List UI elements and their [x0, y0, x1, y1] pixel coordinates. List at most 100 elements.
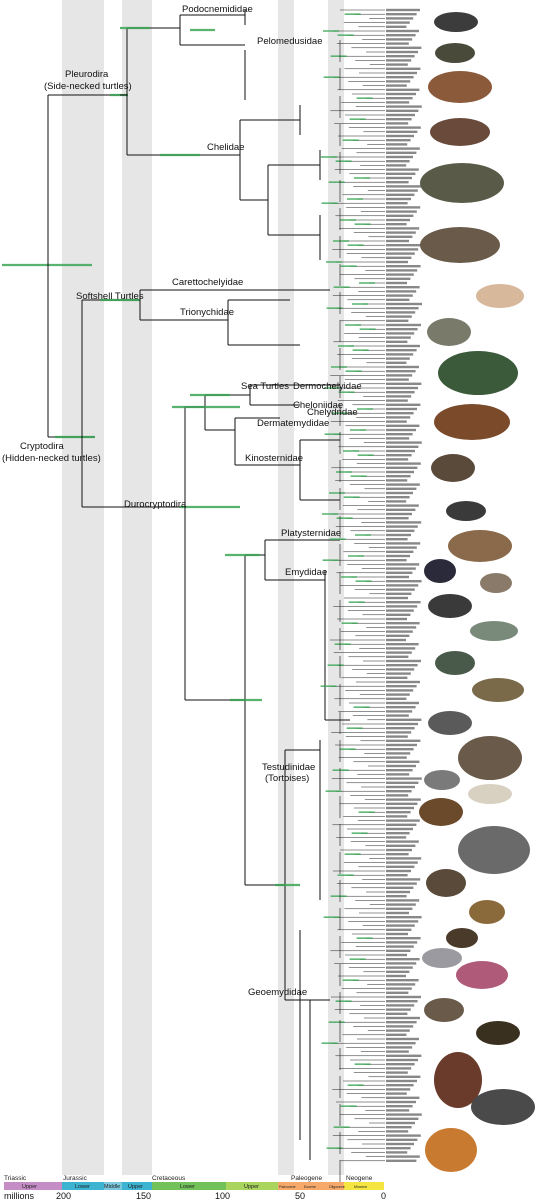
tip-label: [386, 1004, 415, 1007]
band-triassic-upper: [4, 1182, 62, 1190]
epoch-label-triassic-upper: Upper: [22, 1184, 37, 1190]
tip-label: [386, 1092, 407, 1095]
tip-label: [386, 332, 415, 335]
tip-label: [386, 521, 422, 524]
shading-column: [122, 0, 152, 1175]
tip-label: [386, 25, 407, 28]
clade-label-pleurodira: Pleurodira: [65, 69, 109, 80]
photo-chelid-c: [420, 227, 500, 263]
tip-label: [386, 239, 409, 243]
tip-label: [386, 218, 410, 222]
tip-label: [386, 1142, 414, 1146]
tip-label: [386, 668, 415, 671]
tip-label: [386, 214, 414, 217]
photo-matamata: [428, 71, 492, 103]
tip-label: [386, 559, 407, 562]
tip-label: [386, 193, 415, 196]
tip-label: [386, 50, 418, 54]
tip-label: [386, 626, 417, 629]
tip-label: [386, 378, 409, 381]
photo-slider: [472, 678, 524, 702]
tip-label: [386, 29, 419, 33]
tip-label: [386, 1109, 410, 1112]
tip-label: [386, 88, 420, 91]
tip-label: [386, 34, 416, 37]
photo-snapping: [434, 404, 510, 440]
clade-label-podocnemididae: Podocnemididae: [182, 4, 253, 15]
tip-label: [386, 428, 416, 432]
tip-label: [386, 475, 411, 478]
epoch-label-jurassic-middle: Middle: [104, 1184, 120, 1190]
tip-label: [386, 991, 409, 994]
tip-label: [386, 420, 407, 423]
photo-pink: [424, 998, 464, 1022]
tip-label: [386, 529, 415, 532]
tip-label: [386, 647, 416, 650]
tip-label: [386, 361, 407, 364]
epoch-label-oligocene: Oligocene: [329, 1185, 345, 1189]
clade-label-chelidae: Chelidae: [207, 142, 245, 153]
photo-batagur: [476, 1021, 520, 1045]
tip-label: [386, 71, 417, 75]
tip-label: [386, 92, 416, 96]
tip-label: [386, 525, 418, 528]
tip-label: [386, 374, 413, 377]
tip-label: [386, 336, 411, 339]
tip-label: [386, 811, 411, 814]
tip-label: [386, 319, 409, 322]
timescale: Triassic Jurassic Cretaceous Paleogene N…: [4, 1175, 386, 1200]
photo-leopard: [468, 784, 512, 804]
clade-label-durocryptodira: Durocryptodira: [124, 499, 187, 510]
tip-label: [386, 580, 422, 583]
tip-label: [386, 21, 410, 24]
tip-label: [386, 290, 417, 293]
tip-label: [386, 664, 418, 667]
tip-label: [386, 1058, 418, 1062]
epoch-label-paleocene: Paleocene: [279, 1185, 296, 1189]
tip-label: [386, 735, 408, 738]
clade-label-testudinidae-sub: (Tortoises): [265, 773, 309, 784]
tip-label: [386, 643, 419, 646]
tip-label: [386, 1126, 412, 1129]
photo-box-turtle: [480, 573, 512, 593]
tip-label: [386, 601, 421, 604]
clade-label-sea-turtles: Sea Turtles: [241, 381, 289, 392]
band-eocene: [294, 1182, 328, 1190]
band-miocene: [344, 1182, 376, 1190]
tip-label: [386, 1054, 422, 1057]
tip-label: [386, 895, 407, 898]
tip-label: [386, 483, 420, 486]
tip-label: [386, 1138, 418, 1141]
tip-label: [386, 403, 421, 406]
tip-label: [386, 370, 416, 373]
tip-label: [386, 315, 412, 318]
band-paleocene: [278, 1182, 294, 1190]
tip-label: [386, 769, 413, 772]
tip-label: [386, 118, 412, 121]
tip-label: [386, 853, 409, 856]
tip-label: [386, 538, 408, 541]
tip-label: [386, 676, 408, 679]
axis-tick-100: 100: [215, 1191, 230, 1200]
clade-label-chelydridae: Chelydridae: [307, 407, 358, 418]
tip-label: [386, 844, 416, 847]
tip-label: [386, 185, 422, 188]
tip-label: [386, 911, 409, 915]
tip-label: [386, 962, 417, 965]
photo-pancake: [424, 770, 460, 790]
tip-label: [386, 458, 409, 461]
tip-label: [386, 433, 413, 436]
clade-label-dermochelyidae: Dermochelyidae: [293, 381, 362, 392]
clade-label-pelomedusidae: Pelomedusidae: [257, 36, 323, 47]
tip-label: [386, 966, 413, 969]
tip-label: [386, 176, 412, 180]
tip-label: [386, 130, 418, 133]
period-label-cretaceous: Cretaceous: [152, 1175, 186, 1182]
tip-label: [386, 164, 407, 167]
tip-label: [386, 714, 409, 717]
tip-label: [386, 307, 419, 310]
epoch-label-jurassic-upper: Upper: [128, 1184, 143, 1190]
tip-label: [386, 248, 419, 251]
tip-label: [386, 706, 416, 709]
photo-map-turtle: [470, 621, 518, 641]
